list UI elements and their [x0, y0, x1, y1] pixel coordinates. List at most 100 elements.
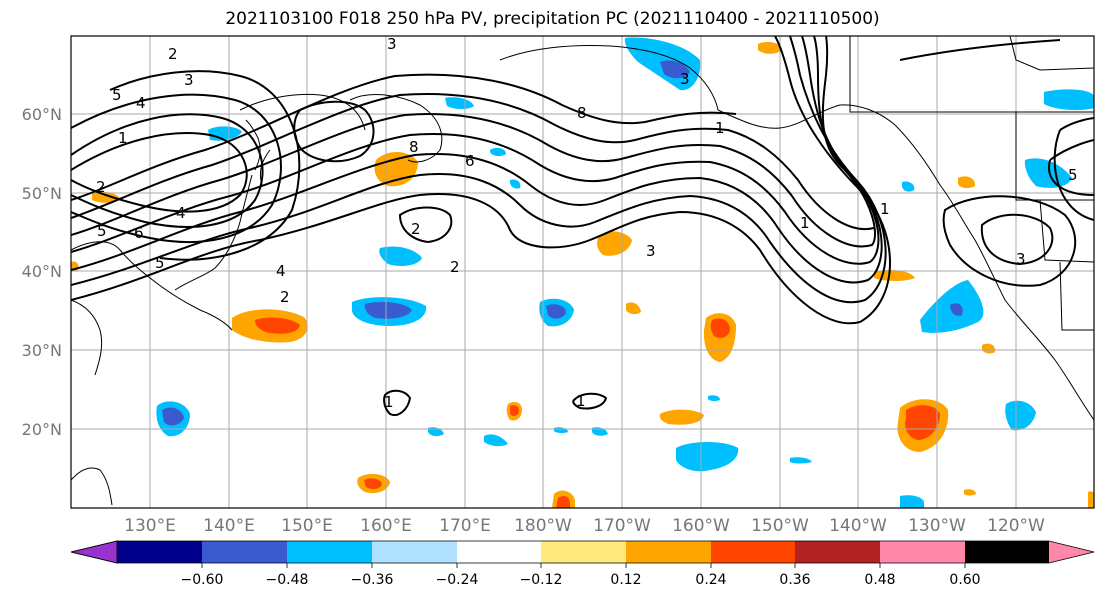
- contour-label: 6: [134, 224, 144, 242]
- contour-label: 6: [465, 152, 475, 170]
- pv-contour: [572, 392, 608, 410]
- precip-blob: [92, 191, 120, 203]
- colorbar-tick-label: −0.48: [266, 572, 309, 588]
- precip-blob: [676, 442, 739, 472]
- precip-blob: [964, 489, 976, 496]
- pv-contours: [71, 36, 1094, 416]
- contour-label: 8: [409, 138, 419, 156]
- precip-blob: [905, 405, 940, 440]
- contour-label: 2: [168, 45, 178, 63]
- contour-label: 3: [184, 71, 194, 89]
- colorbar-segment: [202, 541, 287, 563]
- pv-contour: [398, 206, 453, 244]
- colorbar-segment: [117, 541, 202, 563]
- contour-label: 4: [276, 262, 286, 280]
- lon-label: 140°E: [203, 516, 255, 536]
- precipitation-shading: [71, 37, 1094, 508]
- pv-contour: [71, 113, 264, 228]
- contour-label: 1: [384, 393, 394, 411]
- latitude-labels: 60°N 50°N 40°N 30°N 20°N: [22, 105, 62, 439]
- precip-blob: [556, 496, 570, 508]
- precip-blob: [708, 395, 720, 402]
- lat-label: 50°N: [22, 184, 62, 203]
- precip-blob: [710, 318, 730, 338]
- lat-lon-grid: [71, 36, 1094, 508]
- pv-contour: [383, 389, 412, 416]
- colorbar-segment: [626, 541, 711, 563]
- precip-blob: [162, 407, 184, 426]
- lon-label: 130°W: [908, 516, 966, 536]
- precip-blob: [445, 97, 474, 109]
- colorbar-segment: [965, 541, 1049, 563]
- pv-contour: [71, 93, 282, 243]
- colorbar-segment: [457, 541, 541, 563]
- precip-blob: [374, 151, 418, 187]
- map-frame: [70, 35, 1095, 509]
- contour-label: 5: [1068, 166, 1078, 184]
- precip-blob: [902, 181, 915, 192]
- contour-label: 8: [577, 104, 587, 122]
- precip-blob: [790, 457, 812, 464]
- lat-label: 20°N: [22, 420, 62, 439]
- lon-label: 150°E: [281, 516, 333, 536]
- contour-label: 2: [280, 288, 290, 306]
- contour-label: 3: [1016, 250, 1026, 268]
- colorbar-tick-label: 0.12: [610, 572, 641, 588]
- contour-label: 4: [136, 94, 146, 112]
- lat-label: 40°N: [22, 262, 62, 281]
- contour-label: 5: [155, 254, 165, 272]
- precip-blob: [626, 302, 641, 315]
- precip-blob: [554, 427, 568, 434]
- precip-blob: [874, 270, 915, 281]
- colorbar-segment: [795, 541, 880, 563]
- precip-blob: [1088, 491, 1094, 508]
- contour-label: 1: [715, 119, 725, 137]
- precip-blob: [379, 246, 422, 266]
- longitude-labels: 130°E 140°E 150°E 160°E 170°E 180°W 170°…: [124, 516, 1045, 536]
- precip-blob: [950, 303, 963, 316]
- lon-label: 160°W: [672, 516, 730, 536]
- precip-blob: [490, 147, 506, 157]
- colorbar-tick-label: −0.60: [181, 572, 224, 588]
- lat-label: 30°N: [22, 341, 62, 360]
- contour-label: 1: [118, 129, 128, 147]
- colorbar-tick-label: 0.36: [779, 572, 810, 588]
- pv-contour: [942, 195, 1077, 287]
- colorbar-tick-label: 0.24: [695, 572, 726, 588]
- pv-contour: [71, 36, 891, 325]
- lon-label: 140°W: [829, 516, 887, 536]
- precip-blob: [1005, 400, 1036, 431]
- precip-blob: [982, 343, 996, 354]
- precip-blob: [546, 304, 566, 319]
- lon-label: 130°E: [124, 516, 176, 536]
- precip-blob: [1044, 89, 1094, 111]
- lon-label: 180°W: [514, 516, 572, 536]
- pv-contour: [980, 213, 1054, 266]
- contour-label: 2: [96, 178, 106, 196]
- colorbar-tick-label: 0.48: [864, 572, 895, 588]
- precip-blob: [364, 302, 412, 319]
- map-title: 2021103100 F018 250 hPa PV, precipitatio…: [225, 9, 880, 29]
- colorbar-extend-right: [1049, 541, 1094, 563]
- colorbar: −0.60 −0.48 −0.36 −0.24 −0.12 0.12 0.24 …: [70, 540, 1095, 588]
- lon-label: 170°E: [439, 516, 491, 536]
- contour-label: 2: [411, 220, 421, 238]
- colorbar-segment: [711, 541, 795, 563]
- precip-blob: [510, 179, 521, 189]
- lon-label: 170°W: [593, 516, 651, 536]
- contour-label: 5: [112, 86, 122, 104]
- colorbar-tick-label: −0.24: [436, 572, 479, 588]
- pv-contour: [899, 39, 1061, 61]
- colorbar-segment: [287, 541, 372, 563]
- pv-contour: [293, 100, 375, 163]
- contour-label: 3: [646, 242, 656, 260]
- colorbar-segment: [372, 541, 457, 563]
- colorbar-tick-label: −0.12: [520, 572, 563, 588]
- precip-blob: [758, 42, 782, 54]
- colorbar-extend-left: [70, 540, 118, 564]
- pv-contour: [71, 93, 875, 231]
- colorbar-segment: [541, 541, 626, 563]
- lon-label: 150°W: [751, 516, 809, 536]
- contour-label: 3: [387, 35, 397, 53]
- pv-contour: [71, 132, 248, 213]
